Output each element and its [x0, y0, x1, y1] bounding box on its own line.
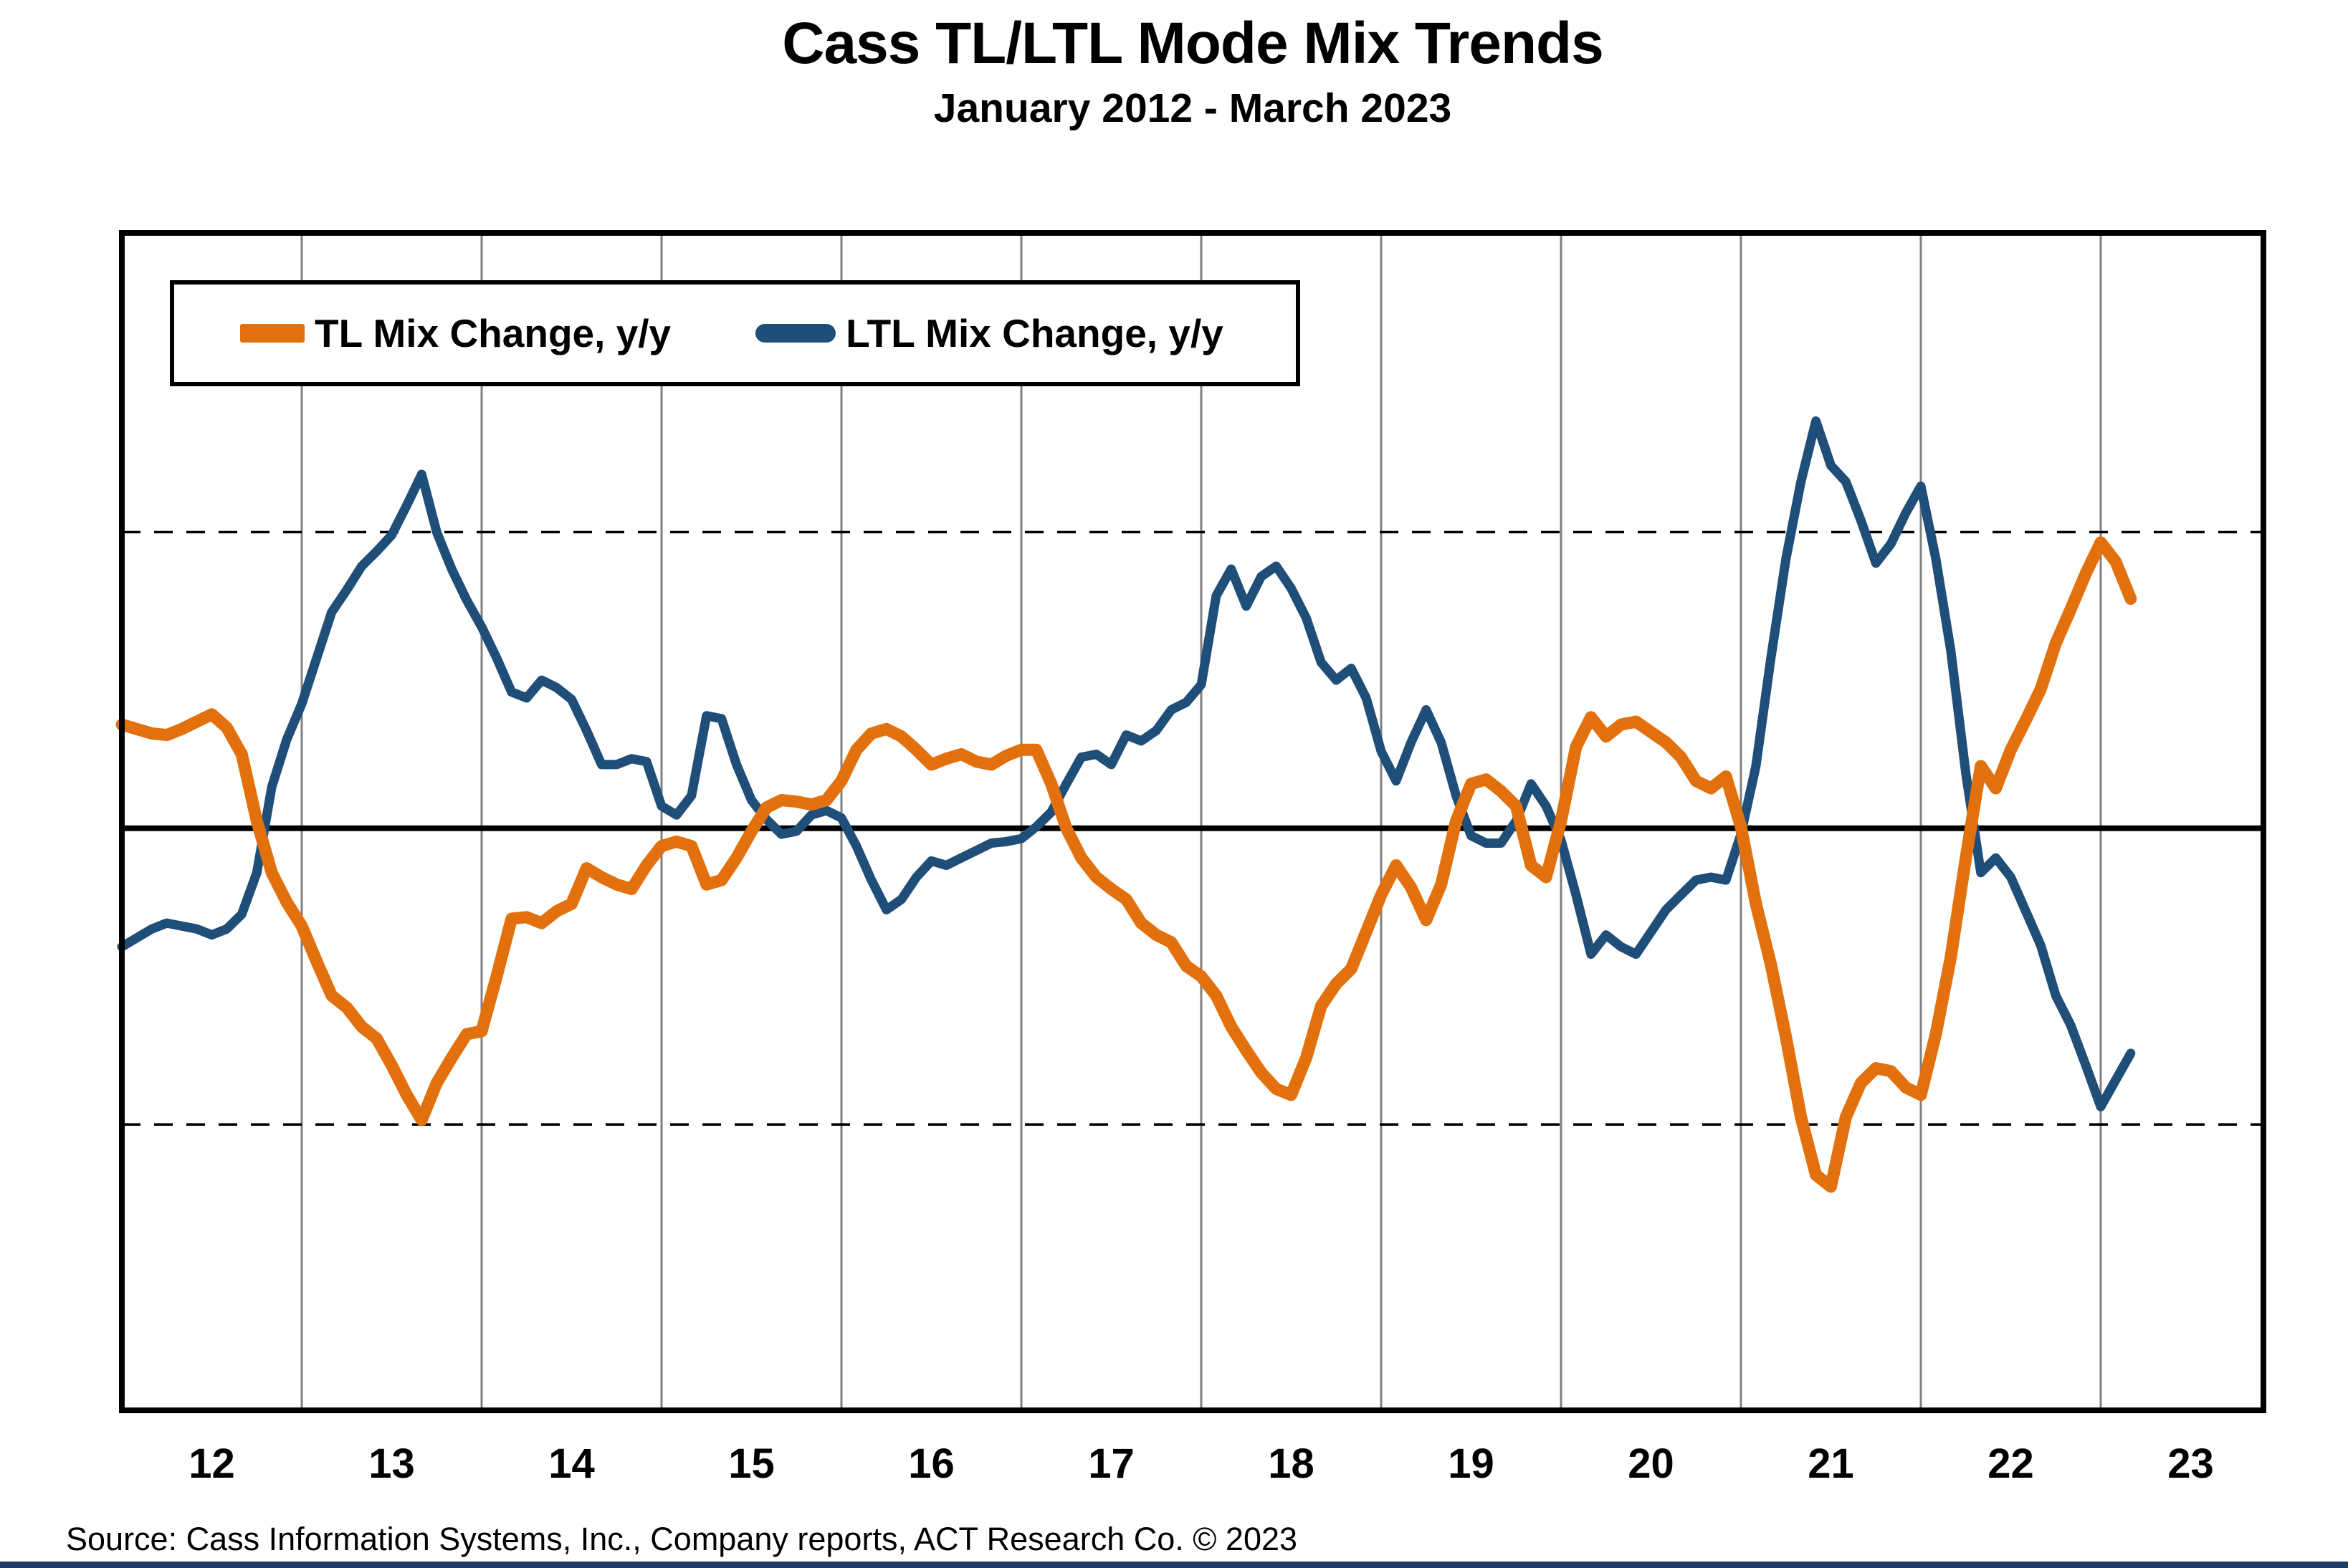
- footer-accent-bar: [0, 1562, 2348, 1568]
- tl-mix-series-line: [115, 536, 2137, 1193]
- plot-background: [122, 233, 2263, 1410]
- legend-label-ltl: LTL Mix Change, y/y: [846, 311, 1223, 355]
- x-tick-label: 12: [188, 1440, 235, 1487]
- chart-title: Cass TL/LTL Mode Mix Trends: [782, 11, 1603, 76]
- ltl-mix-series-line: [117, 416, 2136, 1112]
- x-tick-label: 13: [368, 1440, 415, 1487]
- ltl-series-swatch-icon: [755, 324, 836, 343]
- x-tick-label: 15: [728, 1440, 775, 1487]
- x-tick-label: 21: [1808, 1440, 1854, 1487]
- x-tick-label: 22: [1987, 1440, 2034, 1487]
- x-tick-label: 18: [1268, 1440, 1314, 1487]
- x-tick-label: 14: [548, 1440, 595, 1487]
- x-tick-label: 20: [1628, 1440, 1674, 1487]
- x-tick-label: 17: [1088, 1440, 1135, 1487]
- x-tick-label: 19: [1448, 1440, 1494, 1487]
- source-attribution: Source: Cass Information Systems, Inc., …: [66, 1521, 1298, 1557]
- plot-border: [119, 230, 2266, 1413]
- legend-entry-ltl: LTL Mix Change, y/y: [755, 310, 1223, 356]
- x-tick-label: 16: [908, 1440, 955, 1487]
- legend-entry-tl: TL Mix Change, y/y: [240, 310, 671, 356]
- legend-box: TL Mix Change, y/y LTL Mix Change, y/y: [170, 280, 1300, 386]
- tl-series-swatch-icon: [240, 324, 305, 343]
- chart-subtitle: January 2012 - March 2023: [933, 85, 1452, 131]
- x-tick-label: 23: [2167, 1440, 2214, 1487]
- legend-label-tl: TL Mix Change, y/y: [315, 311, 672, 355]
